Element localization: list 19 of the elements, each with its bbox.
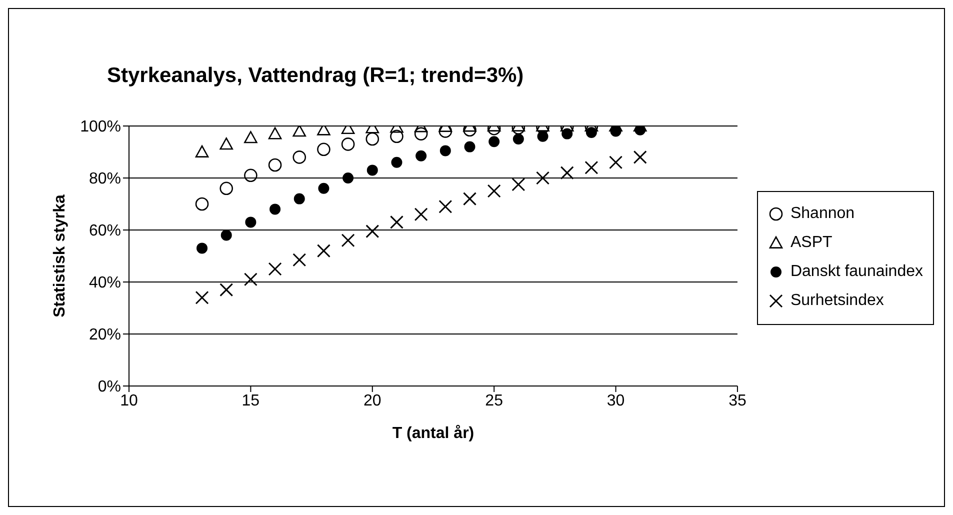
x-tick-label: 15 (242, 392, 260, 410)
y-tick-label: 100% (80, 118, 121, 136)
y-tick-label: 40% (88, 274, 121, 292)
x-tick-label: 25 (485, 392, 504, 410)
x-tick-label: 35 (728, 392, 746, 410)
x-tick-label: 30 (606, 392, 625, 410)
y-tick-label: 60% (88, 222, 121, 240)
legend-label: ASPT (790, 234, 832, 252)
chart-title: Styrkeanalys, Vattendrag (R=1; trend=3%) (107, 64, 524, 88)
legend-label: Surhetsindex (790, 292, 884, 310)
legend-label: Danskt faunaindex (790, 263, 923, 281)
y-tick-label: 20% (88, 326, 121, 344)
y-tick-label: 80% (88, 170, 121, 188)
y-axis-title: Statistisk styrka (52, 194, 69, 318)
x-tick-label: 20 (363, 392, 382, 410)
y-tick-label: 0% (98, 378, 121, 396)
x-tick-label: 10 (120, 392, 138, 410)
legend-label: Shannon (790, 205, 855, 223)
x-axis-title: T (antal år) (392, 424, 474, 442)
